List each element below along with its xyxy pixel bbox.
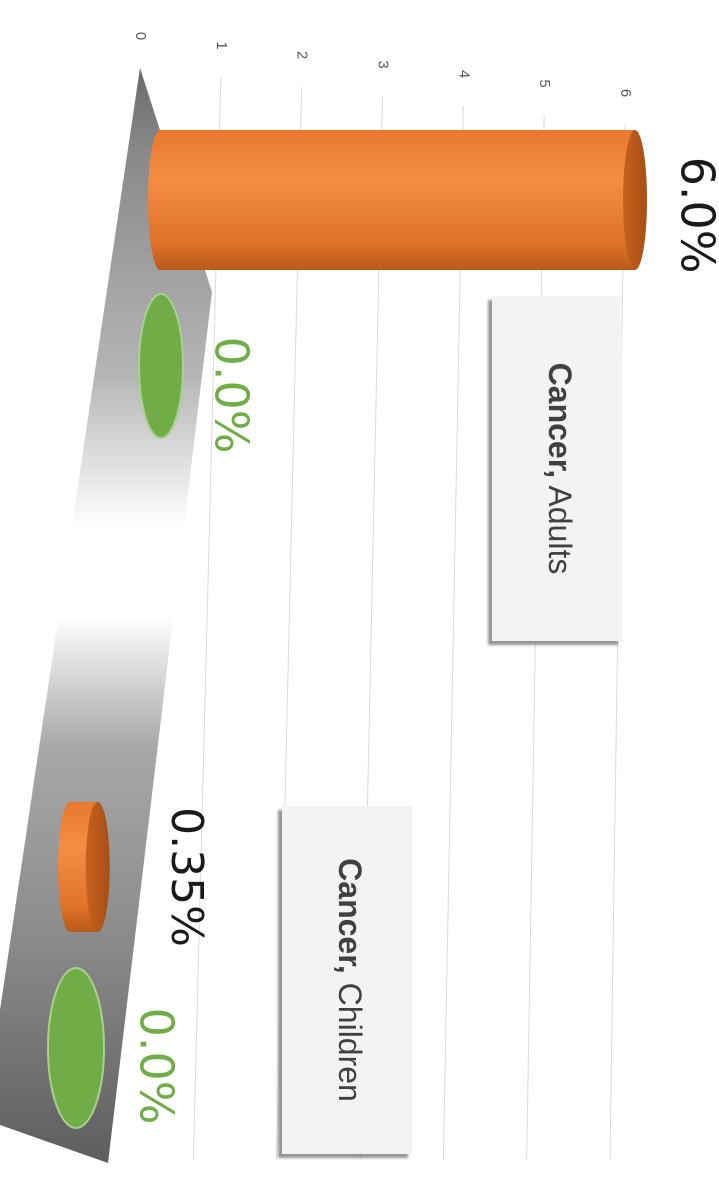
bar-children-green [47,967,105,1129]
bar-adults-orange [148,130,635,270]
data-label: 6.0% [671,157,719,274]
category-label-rest: Children [332,974,368,1102]
axis-tick-label: 3 [375,60,392,68]
data-label: 0.0% [205,337,259,454]
axis-tick-label: 5 [536,79,553,87]
category-label-box [492,296,622,641]
category-label-box [282,806,412,1154]
category-label: Cancer, Children [332,858,368,1102]
category-label-rest: Adults [542,478,578,574]
axis-tick-label: 0 [132,32,149,40]
category-label-bold: Cancer, [332,858,368,974]
gridline [609,124,626,1161]
category-label-bold: Cancer, [542,363,578,479]
data-label: 0.0% [130,1008,184,1125]
axis-tick-label: 2 [294,51,311,59]
bar-cap [623,130,647,270]
data-label: 0.35% [161,807,212,947]
axis-tick-label: 4 [455,70,472,78]
category-label: Cancer, Adults [542,363,578,575]
bar-adults-green [138,293,184,439]
axis-tick-label: 6 [617,89,634,97]
bar-cap [85,802,110,932]
axis-tick-label: 1 [213,41,230,49]
gridline [442,105,464,1161]
